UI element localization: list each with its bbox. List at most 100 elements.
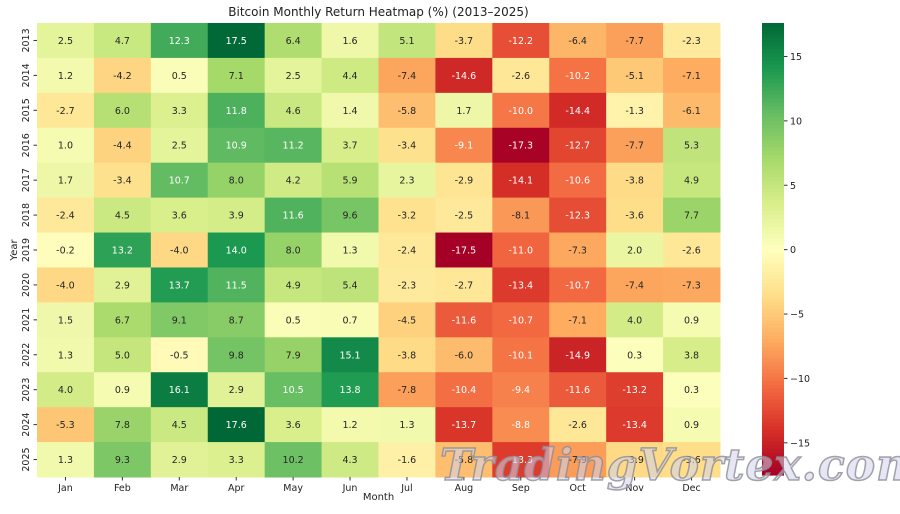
heatmap-cell [663,127,721,164]
heatmap-cell [435,407,493,443]
heatmap-cell [549,372,607,408]
heatmap-cell [150,442,209,478]
colorbar-tick-label: −10 [790,374,810,385]
cell-value-label: 1.6 [342,36,357,47]
cell-value-label: 3.6 [286,420,301,431]
colorbar-segment [762,60,784,66]
cell-value-label: 6.7 [115,315,130,326]
cell-value-label: -10.0 [508,106,533,117]
heatmap-cell [150,232,209,268]
colorbar-segment [762,384,784,389]
heatmap-cell [150,267,209,303]
y-tick-label: 2025 [21,447,32,471]
cell-value-label: -1.3 [625,106,644,117]
heatmap-cell [150,337,209,373]
heatmap-cell [264,372,323,408]
cell-value-label: -6.4 [568,36,587,47]
colorbar-segment [762,275,784,280]
heatmap-cell [492,442,550,478]
cell-value-label: -2.5 [455,211,474,222]
heatmap-cell [207,372,266,408]
heatmap-cell [378,92,436,129]
cell-value-label: 11.2 [283,141,304,152]
heatmap-cell [37,302,95,338]
heatmap-cell [549,232,607,268]
heatmap-cell [321,23,379,59]
colorbar-segment [762,102,784,107]
heatmap-cell [207,302,266,338]
colorbar-segment [762,147,784,152]
cell-value-label: -7.3 [682,280,701,291]
cell-value-label: -13.2 [622,385,647,396]
heatmap-cell [606,337,664,373]
colorbar-segment [762,365,784,371]
colorbar-segment [762,286,784,292]
cell-value-label: -7.4 [398,71,417,82]
heatmap-cell [492,23,550,59]
colorbar-segment [762,252,784,258]
colorbar-segment [762,45,784,50]
heatmap-cell [663,197,721,234]
colorbar-segment [762,369,784,374]
cell-value-label: -7.1 [682,71,701,82]
cell-value-label: -3.2 [398,211,417,222]
colorbar-segment [762,113,784,118]
heatmap-cell [606,232,664,268]
cell-value-label: 4.2 [286,176,301,187]
heatmap-cell [435,57,493,94]
cell-value-label: 2.9 [115,280,130,291]
cell-value-label: 4.5 [172,420,187,431]
cell-value-label: -7.3 [568,246,587,257]
cell-value-label: -2.6 [682,246,701,257]
colorbar-tick-label: 5 [790,181,796,192]
colorbar-segment [762,316,784,322]
colorbar-segment [762,377,784,382]
heatmap-cell [37,442,95,478]
y-tick-label: 2017 [21,168,32,192]
colorbar-segment [762,38,784,43]
cell-value-label: 11.6 [283,211,304,222]
colorbar-segment [762,68,784,73]
cell-value-label: 1.7 [58,176,73,187]
heatmap-cell [37,197,95,234]
colorbar-segment [762,117,784,122]
cell-value-label: 5.9 [342,176,357,187]
cell-value-label: 8.7 [229,315,244,326]
heatmap-cell [321,442,379,478]
colorbar-segment [762,166,784,171]
cell-value-label: -6.0 [455,350,474,361]
colorbar-segment [762,237,784,243]
colorbar-segment [762,139,784,145]
cell-value-label: -3.6 [682,455,701,466]
heatmap-cell [663,337,721,373]
colorbar-segment [762,83,784,88]
heatmap-cell [207,127,266,164]
heatmap-cell [93,302,152,338]
cell-value-label: 8.0 [286,246,301,257]
heatmap-cell [492,407,550,443]
colorbar-segment [762,124,784,130]
heatmap-cell [378,337,436,373]
heatmap-cell [93,267,152,303]
colorbar-segment [762,233,784,239]
colorbar-segment [762,207,784,212]
colorbar-segment [762,23,784,28]
heatmap-cell [93,337,152,373]
heatmap-cell [321,267,379,303]
colorbar-segment [762,75,784,81]
heatmap-cell [37,162,95,199]
heatmap-cell [93,232,152,268]
colorbar-tick-label: −5 [790,310,804,321]
cell-value-label: 10.7 [169,176,190,187]
heatmap-cell [492,127,550,164]
y-tick-label: 2015 [21,98,32,122]
heatmap-cell [549,197,607,234]
cell-value-label: 1.7 [456,106,471,117]
colorbar-segment [762,309,784,314]
heatmap-cell [435,337,493,373]
cell-value-label: -11.0 [508,246,533,257]
colorbar-segment [762,56,784,62]
colorbar-segment [762,463,784,469]
heatmap-cell [150,302,209,338]
cell-value-label: 1.3 [58,455,73,466]
